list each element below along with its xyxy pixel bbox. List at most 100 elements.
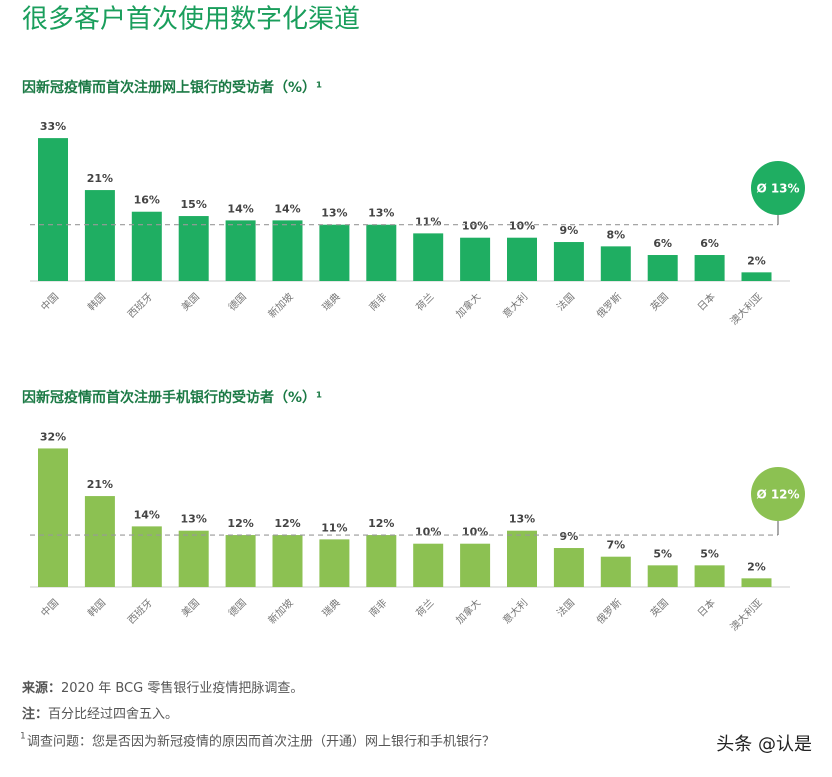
bar bbox=[600, 246, 631, 281]
bar bbox=[272, 220, 303, 281]
x-tick-label: 俄罗斯 bbox=[594, 290, 624, 320]
chart-title: 因新冠疫情而首次注册网上银行的受访者（%）¹ bbox=[22, 79, 322, 96]
note-text: 百分比经过四舍五入。 bbox=[48, 707, 178, 722]
x-tick-label: 加拿大 bbox=[453, 596, 483, 626]
bar bbox=[38, 138, 68, 281]
x-tick-label: 英国 bbox=[648, 290, 671, 313]
footnote: 调查问题：您是否因为新冠疫情的原因而首次注册（开通）网上银行和手机银行？ bbox=[27, 734, 495, 750]
x-tick-label: 法国 bbox=[554, 290, 577, 313]
bar bbox=[694, 565, 725, 587]
value-label: 32% bbox=[40, 430, 66, 443]
x-tick-label: 俄罗斯 bbox=[594, 596, 624, 626]
bar bbox=[131, 526, 162, 587]
value-label: 10% bbox=[462, 220, 488, 233]
value-label: 21% bbox=[87, 172, 113, 185]
x-tick-label: 瑞典 bbox=[319, 290, 342, 313]
bar bbox=[507, 237, 537, 281]
value-label: 5% bbox=[653, 547, 672, 560]
bar bbox=[38, 448, 68, 587]
value-label: 13% bbox=[321, 207, 347, 220]
value-label: 6% bbox=[700, 237, 719, 250]
value-label: 10% bbox=[462, 526, 488, 539]
x-tick-label: 韩国 bbox=[85, 290, 108, 313]
value-label: 7% bbox=[606, 539, 625, 552]
source-label: 来源： bbox=[21, 680, 61, 696]
x-tick-label: 荷兰 bbox=[413, 290, 436, 313]
x-tick-label: 新加坡 bbox=[265, 596, 295, 626]
value-label: 6% bbox=[653, 237, 672, 250]
bar bbox=[507, 530, 537, 587]
bar bbox=[694, 255, 725, 281]
bar bbox=[272, 535, 303, 587]
chart-title: 因新冠疫情而首次注册手机银行的受访者（%）¹ bbox=[22, 389, 322, 406]
x-tick-label: 美国 bbox=[179, 596, 202, 619]
x-tick-label: 加拿大 bbox=[453, 290, 483, 320]
value-label: 11% bbox=[415, 215, 441, 228]
x-tick-label: 南非 bbox=[366, 596, 389, 619]
bar bbox=[413, 543, 444, 587]
bar bbox=[178, 530, 209, 587]
value-label: 9% bbox=[560, 530, 579, 543]
x-tick-label: 日本 bbox=[695, 596, 718, 619]
value-label: 11% bbox=[321, 521, 347, 534]
bar bbox=[319, 539, 350, 587]
value-label: 9% bbox=[560, 224, 579, 237]
x-tick-label: 德国 bbox=[226, 290, 249, 313]
watermark: 头条 @认是 bbox=[716, 734, 812, 755]
bar bbox=[413, 233, 444, 281]
value-label: 16% bbox=[134, 194, 160, 207]
x-tick-label: 荷兰 bbox=[413, 596, 436, 619]
value-label: 2% bbox=[747, 560, 766, 573]
value-label: 12% bbox=[227, 517, 253, 530]
footnote-mark: 1 bbox=[20, 732, 26, 742]
value-label: 14% bbox=[134, 508, 160, 521]
value-label: 14% bbox=[227, 202, 253, 215]
rounding-note: 注：百分比经过四舍五入。 bbox=[22, 706, 178, 722]
value-label: 8% bbox=[606, 228, 625, 241]
x-tick-label: 英国 bbox=[648, 596, 671, 619]
x-tick-label: 韩国 bbox=[85, 596, 108, 619]
value-label: 33% bbox=[40, 120, 66, 133]
x-tick-label: 意大利 bbox=[500, 596, 530, 626]
x-tick-label: 美国 bbox=[179, 290, 202, 313]
bar bbox=[553, 242, 584, 281]
value-label: 21% bbox=[87, 478, 113, 491]
x-tick-label: 意大利 bbox=[500, 290, 530, 320]
average-label: Ø 12% bbox=[756, 488, 799, 502]
bar bbox=[366, 224, 397, 281]
bar bbox=[225, 535, 256, 587]
x-tick-label: 南非 bbox=[366, 290, 389, 313]
bar bbox=[741, 272, 772, 281]
x-tick-label: 澳大利亚 bbox=[727, 290, 764, 327]
bar bbox=[460, 237, 491, 281]
value-label: 13% bbox=[509, 513, 535, 526]
value-label: 12% bbox=[274, 517, 300, 530]
x-tick-label: 澳大利亚 bbox=[727, 596, 764, 633]
source-text: 2020 年 BCG 零售银行业疫情把脉调查。 bbox=[61, 680, 303, 696]
bar bbox=[178, 216, 209, 281]
average-label: Ø 13% bbox=[756, 182, 799, 196]
bar bbox=[319, 224, 350, 281]
bar bbox=[460, 543, 491, 587]
source-note: 来源：2020 年 BCG 零售银行业疫情把脉调查。 bbox=[21, 680, 303, 696]
bar bbox=[225, 220, 256, 281]
bar bbox=[131, 211, 162, 281]
value-label: 12% bbox=[368, 517, 394, 530]
x-tick-label: 中国 bbox=[38, 290, 61, 313]
note-label: 注： bbox=[22, 706, 48, 722]
value-label: 15% bbox=[181, 198, 207, 211]
page-title: 很多客户首次使用数字化渠道 bbox=[22, 5, 360, 35]
bar bbox=[647, 255, 678, 281]
value-label: 5% bbox=[700, 547, 719, 560]
bar bbox=[366, 535, 397, 587]
bar bbox=[553, 548, 584, 587]
bar bbox=[84, 190, 115, 281]
bar bbox=[84, 496, 115, 587]
average-badge bbox=[751, 161, 805, 215]
x-tick-label: 日本 bbox=[695, 290, 718, 313]
x-tick-label: 德国 bbox=[226, 596, 249, 619]
x-tick-label: 中国 bbox=[38, 596, 61, 619]
x-tick-label: 西班牙 bbox=[125, 597, 155, 627]
average-badge bbox=[751, 467, 805, 521]
